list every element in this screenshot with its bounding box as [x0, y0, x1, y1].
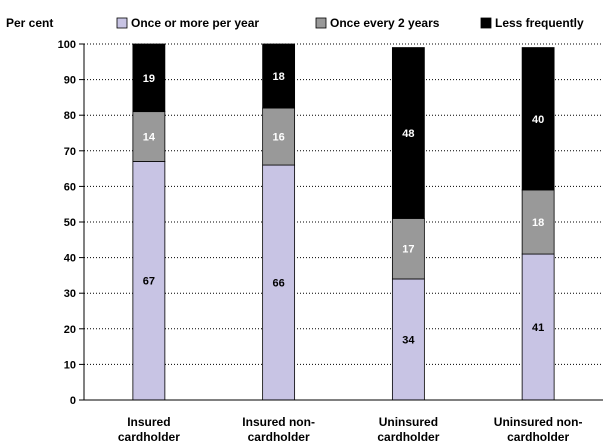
legend-swatch — [480, 17, 492, 29]
y-tick-label: 90 — [64, 75, 76, 87]
x-tick-labels: Insured cardholder Insured non-cardholder U… — [118, 415, 583, 444]
y-tick-label: 70 — [64, 146, 76, 158]
bar-segment — [391, 218, 425, 280]
y-tick-label: 40 — [64, 253, 76, 265]
y-tick-label: 100 — [58, 39, 76, 51]
gridlines — [84, 43, 603, 365]
legend-label: Once every 2 years — [330, 16, 440, 30]
y-tick-label: 60 — [64, 181, 76, 193]
legend-swatch — [116, 17, 128, 29]
x-tick-label: Insured non-cardholder — [242, 415, 315, 444]
data-label: 67 — [143, 276, 155, 288]
bar-segment — [391, 47, 425, 219]
bar-segment — [132, 161, 166, 401]
bars: 67 14 19 66 16 18 34 17 48 41 18 40 — [132, 43, 555, 401]
x-tick-label: Uninsured cardholder — [377, 415, 439, 444]
data-label: 34 — [402, 334, 415, 346]
data-label: 14 — [143, 132, 156, 144]
y-tick-label: 0 — [70, 395, 76, 407]
data-label: 40 — [532, 114, 544, 126]
bar-segment — [521, 253, 555, 401]
bar-segment — [132, 43, 166, 113]
y-tick-label: 20 — [64, 324, 76, 336]
data-label: 18 — [273, 71, 285, 83]
legend-swatch — [315, 17, 327, 29]
legend-label: Once or more per year — [131, 16, 259, 30]
data-label: 41 — [532, 322, 544, 334]
bar-segment — [262, 43, 296, 109]
data-label: 19 — [143, 73, 155, 85]
data-label: 16 — [273, 132, 285, 144]
x-tick-label: Uninsured non-cardholder — [494, 415, 583, 444]
data-label: 48 — [402, 128, 414, 140]
data-label: 18 — [532, 217, 544, 229]
y-tick-label: 30 — [64, 288, 76, 300]
y-tick-labels: 0 10 20 30 40 50 60 70 80 90 100 — [58, 39, 84, 407]
y-tick-label: 10 — [64, 359, 76, 371]
y-tick-label: 50 — [64, 217, 76, 229]
legend-label: Less frequently — [495, 16, 584, 30]
legend: Once or more per year Once every 2 years L… — [116, 16, 584, 30]
bar-segment — [132, 111, 166, 162]
y-axis-title: Per cent — [6, 16, 53, 30]
data-label: 66 — [273, 278, 285, 290]
bar-segment — [521, 47, 555, 191]
x-tick-label: Insured cardholder — [118, 415, 180, 444]
data-label: 17 — [402, 244, 414, 256]
y-tick-label: 80 — [64, 110, 76, 122]
